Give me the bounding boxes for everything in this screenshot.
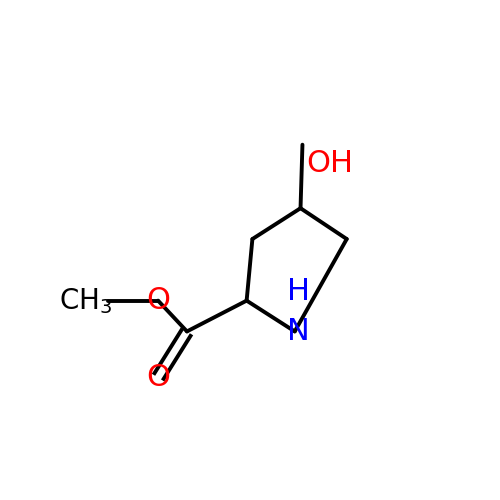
Text: N: N (287, 317, 310, 346)
Text: O: O (146, 286, 170, 315)
Text: OH: OH (306, 148, 354, 178)
Text: H: H (287, 278, 310, 306)
Text: CH$_3$: CH$_3$ (58, 286, 112, 316)
Text: O: O (146, 363, 170, 392)
